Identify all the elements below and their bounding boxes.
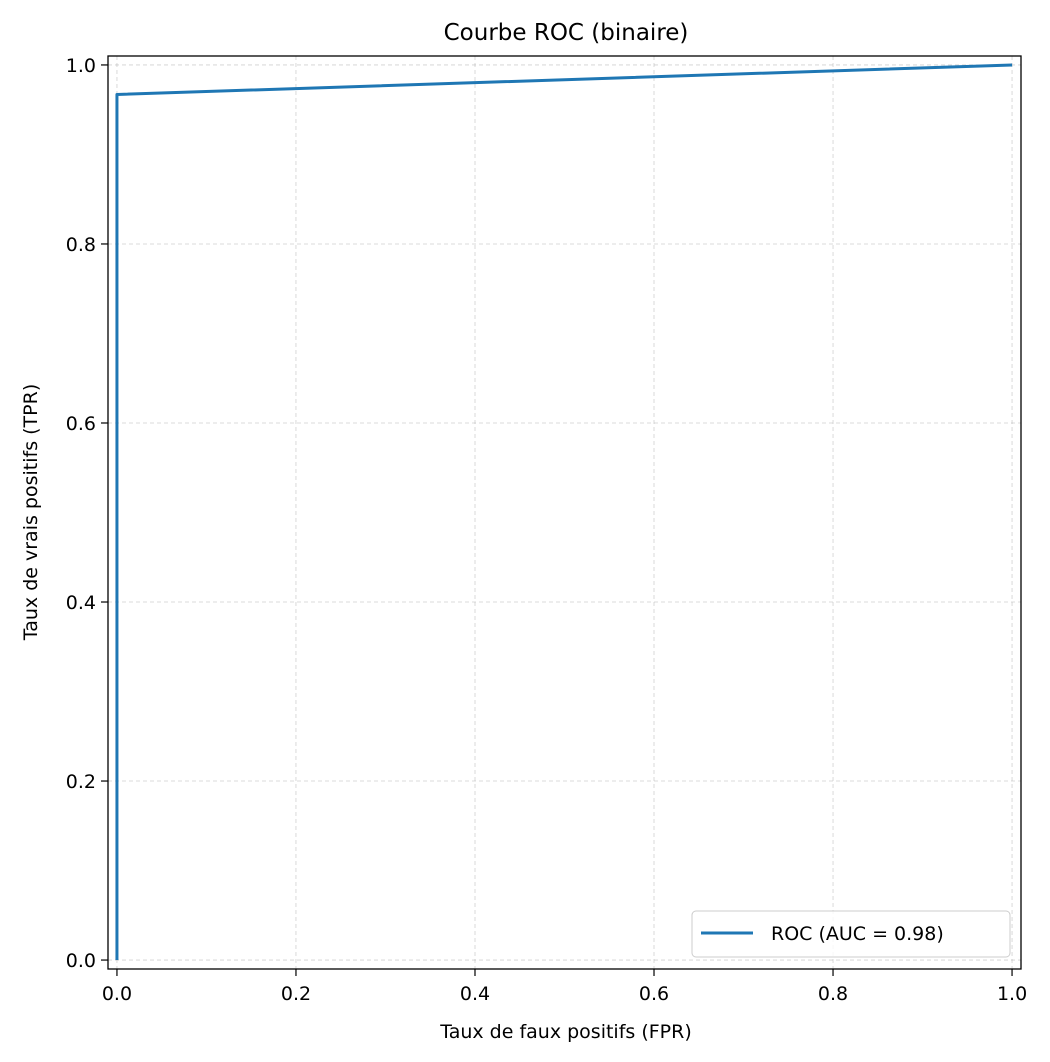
x-tick-label: 0.6 bbox=[639, 983, 669, 1005]
series-line-roc bbox=[115, 63, 1013, 961]
y-tick-label: 0.8 bbox=[66, 234, 96, 256]
y-tick-label: 0.6 bbox=[66, 413, 96, 435]
x-axis-ticks: 0.0 0.2 0.4 0.6 0.8 1.0 bbox=[102, 969, 1027, 1005]
y-axis-label: Taux de vrais positifs (TPR) bbox=[20, 384, 42, 641]
x-tick-label: 0.0 bbox=[102, 983, 132, 1005]
y-axis-ticks: 0.0 0.2 0.4 0.6 0.8 1.0 bbox=[66, 55, 108, 972]
grid bbox=[108, 56, 1021, 969]
x-axis-label: Taux de faux positifs (FPR) bbox=[439, 1021, 692, 1043]
legend-box bbox=[691, 910, 1011, 958]
y-tick-label: 1.0 bbox=[66, 55, 96, 77]
series-layer bbox=[115, 63, 1013, 961]
plot-frame bbox=[107, 55, 1022, 970]
y-tick-label: 0.4 bbox=[66, 592, 96, 614]
x-tick-label: 1.0 bbox=[997, 983, 1027, 1005]
x-tick-label: 0.8 bbox=[818, 983, 848, 1005]
legend: ROC (AUC = 0.98) bbox=[691, 910, 1011, 958]
chart-title: Courbe ROC (binaire) bbox=[444, 20, 689, 46]
y-tick-label: 0.2 bbox=[66, 771, 96, 793]
legend-entry-label: ROC (AUC = 0.98) bbox=[771, 923, 944, 945]
x-tick-label: 0.2 bbox=[281, 983, 311, 1005]
x-tick-label: 0.4 bbox=[460, 983, 490, 1005]
y-tick-label: 0.0 bbox=[66, 950, 96, 972]
